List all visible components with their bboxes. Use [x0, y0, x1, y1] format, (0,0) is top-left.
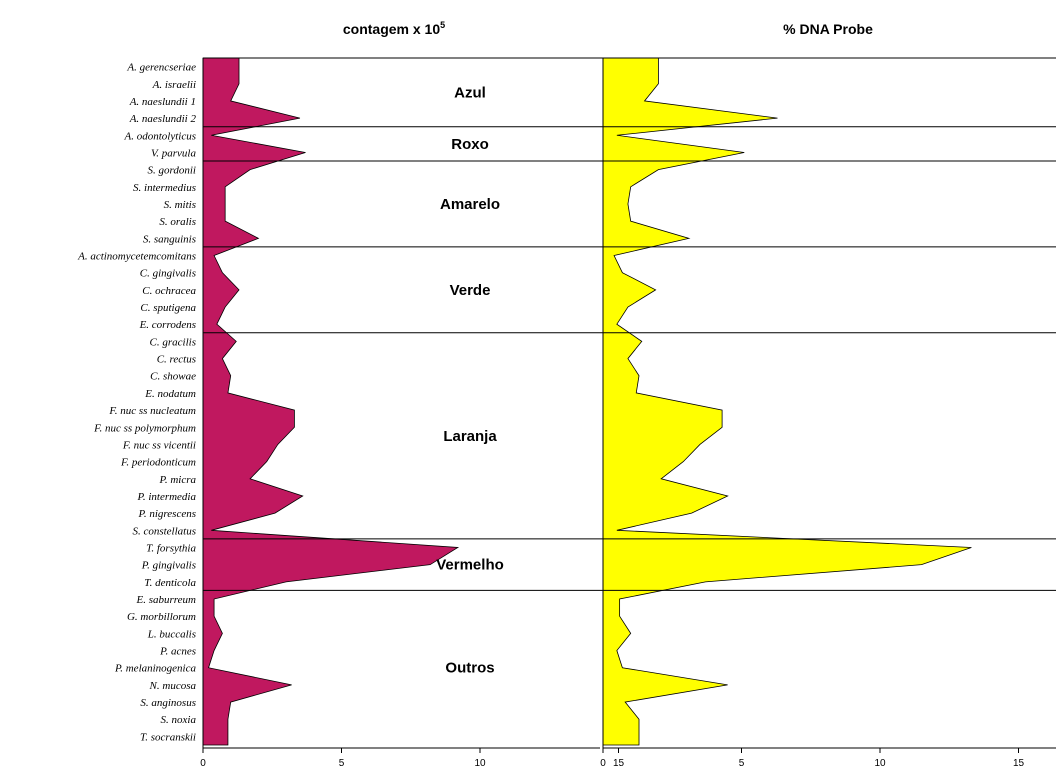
- species-label: P. intermedia: [137, 491, 197, 503]
- species-label: S. gordonii: [148, 165, 197, 177]
- species-label: C. ochracea: [142, 285, 196, 297]
- x-tick-label: 15: [613, 758, 625, 769]
- species-label: C. gracilis: [150, 336, 196, 348]
- species-label: C. rectus: [157, 354, 196, 366]
- x-tick-label: 15: [1013, 758, 1025, 769]
- species-label: A. naeslundii 1: [129, 96, 196, 108]
- species-label: F. nuc ss nucleatum: [108, 405, 196, 417]
- species-label: C. showae: [150, 371, 196, 383]
- group-label: Roxo: [451, 136, 489, 153]
- species-label: A. israelii: [152, 79, 196, 91]
- species-label: S. anginosus: [140, 697, 196, 709]
- panel-dna-probe: % DNA Probe 0 5 10 15: [600, 21, 1056, 769]
- species-label: P. nigrescens: [138, 508, 196, 520]
- x-tick-label: 10: [474, 758, 486, 769]
- species-label: E. saburreum: [136, 594, 197, 606]
- panel-title: contagem x 105: [343, 20, 445, 37]
- species-label: G. morbillorum: [127, 611, 196, 623]
- species-label: S. constellatus: [132, 525, 196, 537]
- panel-title-text: % DNA Probe: [783, 21, 873, 37]
- x-tick-label: 10: [874, 758, 886, 769]
- species-label: A. odontolyticus: [124, 130, 197, 142]
- group-labels: Azul Roxo Amarelo Verde Laranja Vermelho Outro…: [436, 84, 504, 676]
- series-area: [202, 57, 460, 746]
- group-label: Laranja: [443, 428, 497, 445]
- species-label: P. micra: [159, 474, 197, 486]
- group-boundaries: [203, 57, 1056, 591]
- species-label: T. socranskii: [140, 731, 196, 743]
- species-label: F. nuc ss polymorphum: [93, 422, 196, 434]
- species-label: S. sanguinis: [143, 233, 196, 245]
- x-tick-label: 5: [339, 758, 345, 769]
- species-label: N. mucosa: [149, 680, 197, 692]
- species-label: F. periodonticum: [120, 457, 196, 469]
- species-label: C. gingivalis: [140, 268, 196, 280]
- species-label: L. buccalis: [147, 628, 196, 640]
- group-label: Vermelho: [436, 557, 504, 574]
- species-label: S. intermedius: [133, 182, 196, 194]
- species-label: P. gingivalis: [141, 560, 196, 572]
- species-label: T. denticola: [144, 577, 196, 589]
- species-label: S. oralis: [159, 216, 196, 228]
- species-label: F. nuc ss vicentii: [122, 439, 196, 451]
- species-label: P. melaninogenica: [114, 663, 197, 675]
- species-label: P. acnes: [159, 646, 196, 658]
- panel-title-text: contagem x 10: [343, 21, 440, 37]
- species-label: S. mitis: [164, 199, 196, 211]
- group-label: Azul: [454, 84, 486, 101]
- species-label: T. forsythia: [146, 542, 196, 554]
- x-tick-label: 0: [600, 758, 606, 769]
- species-label: E. corrodens: [139, 319, 196, 331]
- x-tick-label: 0: [200, 758, 206, 769]
- panel-title-superscript: 5: [440, 20, 445, 30]
- group-label: Amarelo: [440, 196, 500, 213]
- species-label: E. nodatum: [144, 388, 196, 400]
- species-labels: A. gerencseriae A. israelii A. naeslundii …: [77, 62, 196, 744]
- species-label: S. noxia: [161, 714, 197, 726]
- species-label: A. actinomycetemcomitans: [77, 251, 196, 263]
- panel-title: % DNA Probe: [783, 21, 873, 37]
- series-area: [602, 57, 972, 746]
- group-label: Verde: [450, 282, 491, 299]
- group-label: Outros: [445, 660, 494, 677]
- species-label: A. naeslundii 2: [129, 113, 197, 125]
- species-label: V. parvula: [151, 147, 197, 159]
- species-label: C. sputigena: [140, 302, 196, 314]
- species-label: A. gerencseriae: [126, 62, 196, 74]
- x-tick-label: 5: [739, 758, 745, 769]
